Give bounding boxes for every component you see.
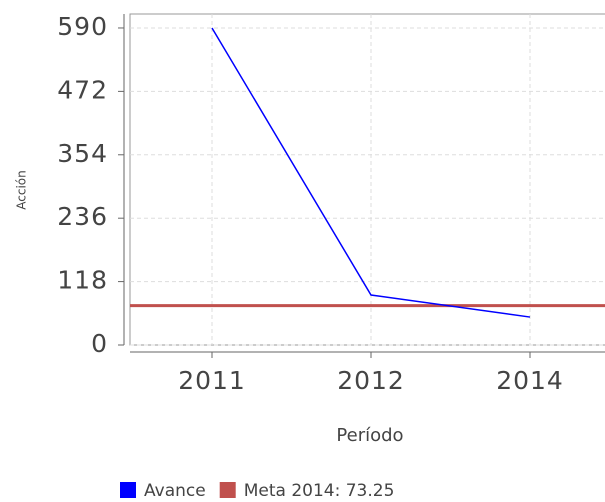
x-axis-label: Período — [336, 425, 403, 446]
x-tick-label: 2012 — [337, 366, 405, 395]
legend-label: Avance — [144, 481, 206, 501]
line — [211, 27, 531, 318]
y-axis-label: Acción — [15, 170, 29, 209]
y-tick-label: 590 — [57, 12, 108, 41]
legend-label: Meta 2014: 73.25 — [244, 481, 395, 501]
y-tick-label: 236 — [57, 202, 108, 231]
legend-swatch — [219, 482, 236, 498]
y-tick-label: 354 — [57, 139, 108, 168]
y-tick-label: 0 — [91, 329, 108, 358]
y-tick-label: 118 — [57, 266, 108, 295]
y-tick-label: 472 — [57, 75, 108, 104]
plot-area — [129, 13, 605, 346]
legend-swatch — [120, 482, 136, 498]
x-tick-label: 2014 — [496, 366, 564, 395]
x-tick-label: 2011 — [178, 366, 246, 395]
